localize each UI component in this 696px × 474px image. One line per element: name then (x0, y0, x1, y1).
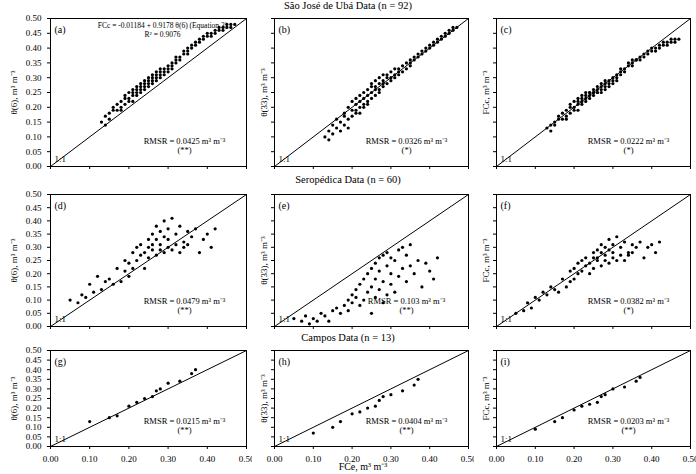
svg-text:(g): (g) (55, 356, 67, 368)
svg-text:0.35: 0.35 (26, 374, 42, 384)
svg-text:θ(6), m³ m⁻³: θ(6), m³ m⁻³ (9, 70, 19, 114)
svg-text:1:1: 1:1 (55, 154, 67, 164)
svg-text:0.30: 0.30 (160, 454, 176, 464)
svg-text:R² = 0.9076: R² = 0.9076 (145, 30, 181, 39)
svg-text:0.10: 0.10 (26, 422, 42, 432)
svg-text:0.10: 0.10 (26, 295, 42, 305)
svg-text:1:1: 1:1 (279, 434, 291, 444)
svg-text:RMSR = 0.0425 m³ m⁻³(**): RMSR = 0.0425 m³ m⁻³(**) (144, 136, 226, 155)
svg-text:0.50: 0.50 (26, 345, 42, 355)
svg-text:0.25: 0.25 (26, 87, 42, 97)
svg-text:1:1: 1:1 (501, 434, 513, 444)
svg-text:0.10: 0.10 (82, 454, 98, 464)
html-text:Campos Data (n = 13): Campos Data (n = 13) (301, 332, 395, 343)
svg-text:0.00: 0.00 (26, 321, 42, 331)
svg-text:0.30: 0.30 (605, 454, 621, 464)
svg-text:0.40: 0.40 (644, 454, 660, 464)
svg-text:0.40: 0.40 (422, 454, 438, 464)
svg-text:RMSR = 0.0479 m³ m⁻³(**): RMSR = 0.0479 m³ m⁻³(**) (144, 296, 226, 315)
svg-text:0.35: 0.35 (26, 229, 42, 239)
svg-text:(d): (d) (55, 200, 67, 212)
svg-text:0.10: 0.10 (26, 132, 42, 142)
svg-text:0.50: 0.50 (238, 453, 255, 464)
svg-text:RMSR = 0.0215 m³ m⁻³(**): RMSR = 0.0215 m³ m⁻³(**) (144, 416, 226, 435)
svg-text:0.30: 0.30 (26, 384, 42, 394)
svg-text:1:1: 1:1 (279, 154, 291, 164)
svg-text:RMSR = 0.0222 m³ m⁻³(*): RMSR = 0.0222 m³ m⁻³(*) (588, 136, 670, 155)
svg-text:(f): (f) (501, 200, 511, 212)
svg-text:1:1: 1:1 (501, 154, 513, 164)
svg-text:1:1: 1:1 (55, 314, 67, 324)
svg-text:0.00: 0.00 (26, 161, 42, 171)
svg-text:0.40: 0.40 (26, 43, 42, 53)
svg-text:0.50: 0.50 (460, 453, 477, 464)
svg-text:FCc = -0.01184 + 0.9178 θ(6) (: FCc = -0.01184 + 0.9178 θ(6) (Equation 3… (98, 21, 228, 30)
svg-text:0.20: 0.20 (26, 269, 42, 279)
svg-text:(c): (c) (501, 24, 512, 36)
svg-text:0.10: 0.10 (305, 454, 321, 464)
svg-text:RMSR = 0.0203 m³ m⁻³(**): RMSR = 0.0203 m³ m⁻³(**) (588, 416, 670, 435)
svg-text:0.15: 0.15 (26, 117, 42, 127)
svg-text:(a): (a) (55, 24, 66, 36)
svg-text:0.05: 0.05 (26, 308, 42, 318)
svg-text:θ(6), m³ m⁻³: θ(6), m³ m⁻³ (9, 238, 19, 282)
svg-text:FCc, m³ m⁻³: FCc, m³ m⁻³ (481, 70, 491, 114)
svg-text:RMSR = 0.0404 m³ m⁻³(**): RMSR = 0.0404 m³ m⁻³(**) (366, 416, 448, 435)
svg-text:RMSR = 0.0326 m³ m⁻³(*): RMSR = 0.0326 m³ m⁻³(*) (366, 136, 448, 155)
svg-text:1:1: 1:1 (279, 314, 291, 324)
svg-text:1:1: 1:1 (501, 314, 513, 324)
svg-text:0.20: 0.20 (344, 453, 360, 464)
svg-text:RMSR = 0.0382 m³ m⁻³(*): RMSR = 0.0382 m³ m⁻³(*) (588, 296, 670, 315)
svg-text:0.00: 0.00 (43, 454, 59, 464)
svg-text:(i): (i) (501, 356, 510, 368)
html-text:Seropédica Data (n = 60): Seropédica Data (n = 60) (295, 174, 401, 185)
svg-text:0.30: 0.30 (26, 242, 42, 252)
svg-text:0.25: 0.25 (26, 255, 42, 265)
svg-text:0.50: 0.50 (26, 13, 42, 23)
svg-text:0.30: 0.30 (26, 73, 42, 83)
svg-text:0.00: 0.00 (267, 454, 283, 464)
svg-text:θ(33), m³ m⁻³: θ(33), m³ m⁻³ (259, 374, 269, 423)
html-text:FCe, m³ m⁻³: FCe, m³ m⁻³ (338, 461, 388, 472)
svg-text:0.15: 0.15 (26, 413, 42, 423)
svg-text:0.20: 0.20 (121, 454, 137, 464)
svg-text:0.40: 0.40 (26, 216, 42, 226)
svg-text:0.50: 0.50 (683, 454, 696, 464)
svg-text:0.45: 0.45 (26, 28, 42, 38)
svg-text:0.25: 0.25 (26, 393, 42, 403)
svg-text:0.40: 0.40 (199, 454, 215, 464)
html-text:São José de Ubá Data (n = 92): São José de Ubá Data (n = 92) (283, 0, 412, 11)
svg-text:(e): (e) (279, 200, 290, 212)
svg-text:0.10: 0.10 (527, 454, 543, 464)
svg-text:1:1: 1:1 (55, 434, 67, 444)
svg-text:θ(33), m³ m⁻³: θ(33), m³ m⁻³ (259, 68, 269, 117)
svg-text:0.35: 0.35 (26, 58, 42, 68)
svg-text:0.45: 0.45 (26, 355, 42, 365)
svg-text:0.30: 0.30 (383, 453, 399, 464)
svg-text:(h): (h) (279, 356, 291, 368)
svg-text:(b): (b) (279, 24, 291, 36)
svg-text:FCc, m³ m⁻³: FCc, m³ m⁻³ (481, 376, 491, 420)
svg-text:0.20: 0.20 (26, 102, 42, 112)
svg-text:RMSR = 0.103 m³ m⁻³(**): RMSR = 0.103 m³ m⁻³(**) (368, 296, 446, 315)
svg-text:0.20: 0.20 (566, 454, 582, 464)
svg-text:0.15: 0.15 (26, 282, 42, 292)
svg-text:0.20: 0.20 (26, 403, 42, 413)
svg-text:0.45: 0.45 (26, 203, 42, 213)
svg-text:0.00: 0.00 (489, 454, 505, 464)
svg-text:FCc, m³ m⁻³: FCc, m³ m⁻³ (481, 238, 491, 282)
svg-text:0.40: 0.40 (26, 365, 42, 375)
svg-text:0.05: 0.05 (26, 147, 42, 157)
svg-text:0.05: 0.05 (26, 432, 42, 442)
svg-text:0.00: 0.00 (26, 441, 42, 451)
svg-text:θ(6), m³ m⁻³: θ(6), m³ m⁻³ (9, 376, 19, 420)
svg-text:θ(33), m³ m⁻³: θ(33), m³ m⁻³ (259, 236, 269, 285)
svg-text:0.50: 0.50 (26, 189, 42, 199)
